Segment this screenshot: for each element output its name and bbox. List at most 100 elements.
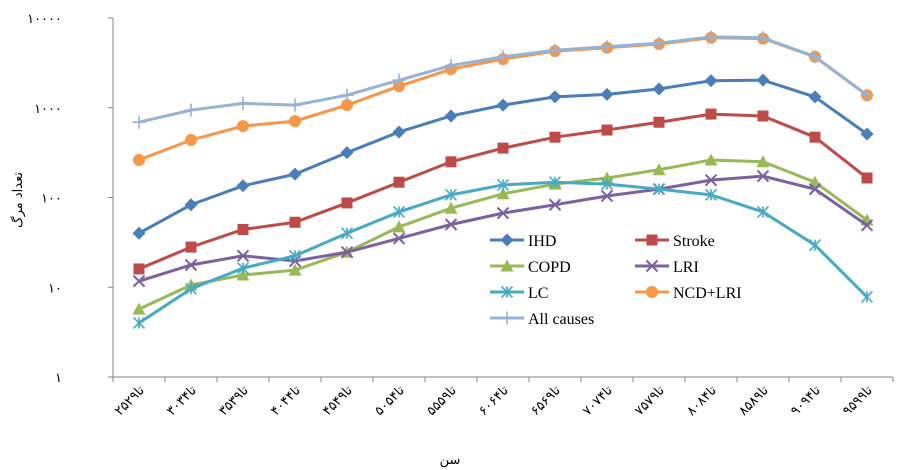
- marker: [652, 163, 666, 176]
- marker: [860, 88, 874, 102]
- marker: [444, 59, 458, 73]
- marker: [392, 205, 406, 219]
- marker: [652, 183, 666, 196]
- marker: [808, 239, 822, 252]
- marker: [756, 205, 770, 219]
- marker: [133, 263, 145, 275]
- marker: [652, 82, 666, 96]
- marker: [600, 189, 614, 203]
- legend-marker: [500, 233, 514, 247]
- marker: [756, 31, 770, 45]
- x-tick-label: ۵۵تا۵۹: [424, 383, 460, 419]
- marker: [444, 218, 458, 231]
- marker: [652, 36, 666, 50]
- legend: IHD Stroke COPD LRI LC NCD+LRI All causes: [490, 233, 742, 328]
- marker: [392, 220, 406, 233]
- marker: [705, 108, 717, 120]
- marker: [756, 155, 770, 168]
- marker: [496, 187, 510, 200]
- x-tick-label: ۳۰تا۳۴: [164, 383, 200, 419]
- series: [133, 108, 873, 275]
- marker: [496, 206, 510, 220]
- marker: [237, 120, 249, 133]
- marker: [601, 124, 613, 136]
- marker: [600, 40, 614, 54]
- marker: [340, 227, 354, 240]
- legend-label: LC: [528, 285, 548, 302]
- series: [132, 169, 874, 288]
- marker: [444, 201, 458, 214]
- legend-label: COPD: [528, 259, 571, 276]
- marker: [757, 110, 769, 122]
- marker: [184, 282, 198, 295]
- marker: [392, 232, 406, 245]
- x-tick-label: ۸۰تا۸۴: [684, 383, 720, 419]
- marker: [496, 98, 510, 112]
- x-tick-label: ۳۵تا۳۹: [216, 383, 252, 419]
- marker: [756, 169, 770, 183]
- marker: [704, 30, 718, 44]
- legend-marker: [500, 311, 514, 325]
- series: [132, 30, 874, 129]
- x-tick-label: ۹۵تا۹۹: [840, 383, 876, 419]
- marker: [444, 109, 458, 123]
- marker: [289, 216, 301, 228]
- marker: [392, 125, 406, 139]
- marker: [496, 50, 510, 64]
- marker: [236, 96, 250, 110]
- marker: [236, 262, 250, 275]
- marker: [237, 224, 249, 236]
- x-tick-label: ۶۵تا۶۹: [528, 383, 564, 419]
- marker: [236, 268, 250, 281]
- marker: [341, 99, 353, 112]
- x-tick-label: ۶۰تا۶۴: [476, 383, 512, 419]
- marker: [860, 127, 874, 141]
- series: [132, 73, 874, 240]
- marker: [340, 88, 354, 102]
- marker: [392, 73, 406, 87]
- marker: [704, 153, 718, 166]
- y-tick-label: ۱۰: [48, 281, 62, 296]
- marker: [600, 87, 614, 101]
- marker: [653, 116, 665, 128]
- x-tick-label: ۸۵تا۸۹: [736, 383, 772, 419]
- legend-marker: [646, 286, 658, 298]
- marker: [548, 198, 562, 211]
- marker: [184, 198, 198, 212]
- marker: [288, 263, 302, 276]
- marker: [132, 115, 146, 129]
- marker: [445, 156, 457, 168]
- marker: [548, 176, 562, 189]
- marker: [288, 167, 302, 181]
- legend-label: IHD: [528, 233, 556, 250]
- marker: [133, 153, 145, 166]
- marker: [756, 73, 770, 87]
- x-tick-label: ۹۰تا۹۴: [788, 383, 824, 419]
- marker: [860, 290, 874, 304]
- marker: [808, 182, 822, 196]
- legend-label: Stroke: [673, 233, 715, 250]
- marker: [548, 90, 562, 104]
- marker: [548, 43, 562, 57]
- x-tick-label: ۵۰تا۵۴: [372, 383, 408, 419]
- marker: [185, 241, 197, 253]
- x-tick-label: ۷۰تا۷۴: [580, 383, 616, 419]
- x-tick-label: ۲۵تا۲۹: [112, 383, 148, 419]
- marker: [289, 115, 301, 128]
- y-tick-label: ۱۰۰۰: [34, 102, 62, 117]
- series-line: [138, 180, 869, 325]
- marker: [809, 131, 821, 143]
- marker: [132, 226, 146, 240]
- y-axis-label: تعداد مرگ: [9, 172, 26, 228]
- marker: [184, 103, 198, 117]
- legend-marker: [646, 234, 658, 246]
- marker: [704, 173, 718, 187]
- series: [132, 176, 874, 330]
- marker: [288, 98, 302, 112]
- y-tick-label: ۱: [55, 371, 62, 386]
- marker: [704, 188, 718, 201]
- y-tick-label: ۱۰۰: [41, 192, 62, 207]
- marker: [808, 90, 822, 104]
- legend-label: All causes: [528, 311, 594, 328]
- marker: [132, 302, 146, 315]
